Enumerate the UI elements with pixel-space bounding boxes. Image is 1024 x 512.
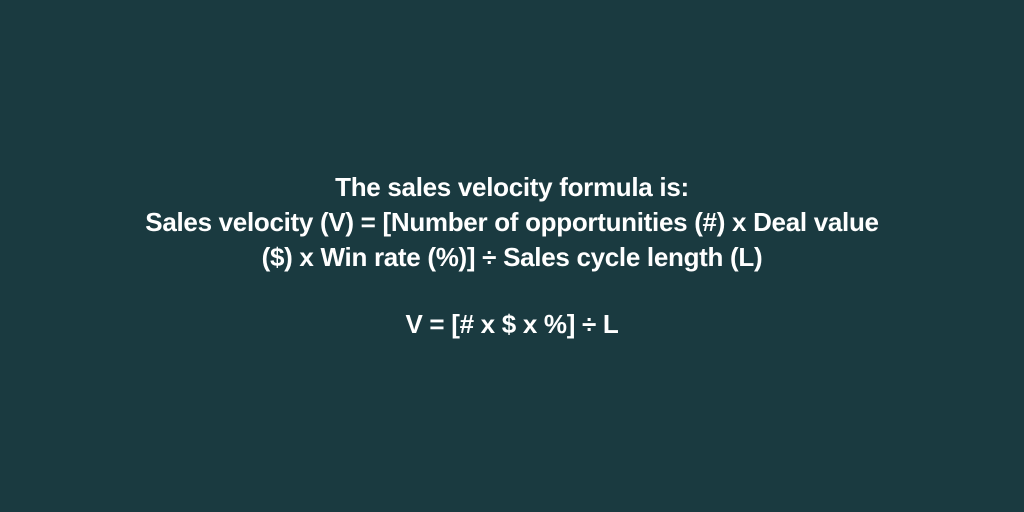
formula-long-line1: Sales velocity (V) = [Number of opportun… [145, 205, 878, 240]
formula-intro: The sales velocity formula is: [145, 170, 878, 205]
formula-container: The sales velocity formula is: Sales vel… [105, 170, 918, 342]
formula-long-line2: ($) x Win rate (%)] ÷ Sales cycle length… [145, 240, 878, 275]
formula-short: V = [# x $ x %] ÷ L [145, 307, 878, 342]
